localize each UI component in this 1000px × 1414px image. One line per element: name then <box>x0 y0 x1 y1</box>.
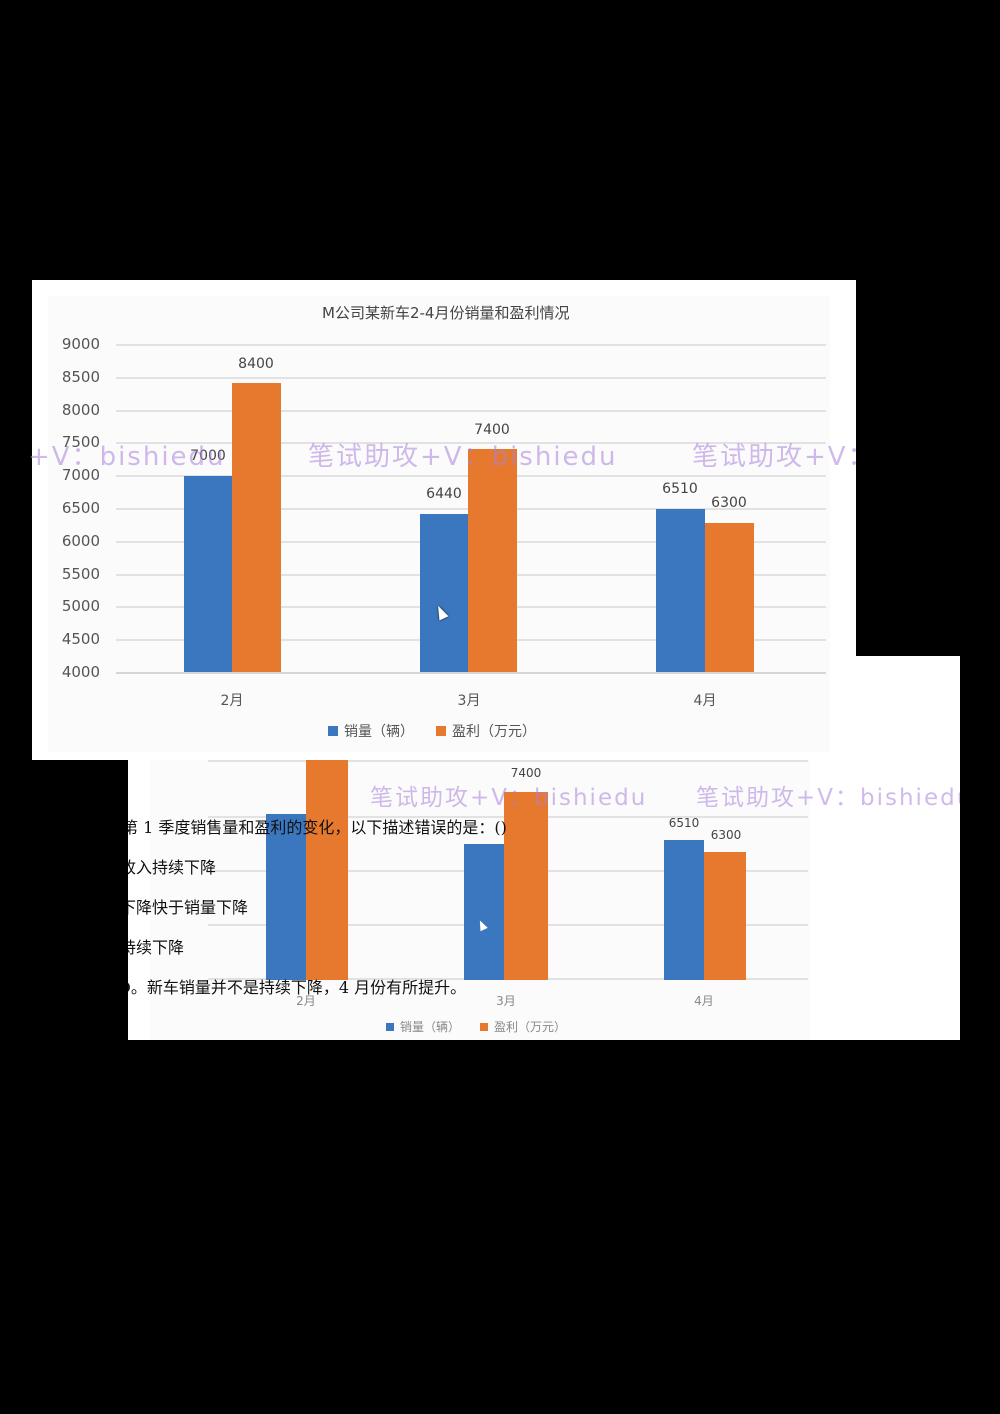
chart-legend: 销量（辆） 盈利（万元） <box>386 1018 566 1035</box>
black-mask-right <box>858 420 1000 480</box>
value-label: 6510 <box>662 481 698 497</box>
bar-sales-mar <box>420 514 468 672</box>
gridline <box>116 377 826 379</box>
legend-label-profit: 盈利（万元） <box>452 724 536 740</box>
bar-profit-mar <box>468 449 517 672</box>
option-d: D。新车销量并不是持续下降，4 月份有所提升。 <box>128 978 467 997</box>
bar-profit-feb <box>232 383 281 672</box>
y-tick: 9000 <box>61 335 100 353</box>
bar-profit-mar <box>504 792 548 980</box>
x-tick: 3月 <box>457 693 481 709</box>
x-tick: 2月 <box>220 693 244 709</box>
lower-chart-panel: 8000 7400 6510 6300 2月 3月 4月 销量（辆） 盈利（万元… <box>128 760 960 1040</box>
upper-chart-panel: M公司某新车2-4月份销量和盈利情况 9000 8500 8000 7500 7… <box>32 280 856 760</box>
gridline <box>208 760 808 762</box>
watermark: 笔试助攻+V：bishiedu <box>696 785 960 811</box>
legend-label-sales: 销量（辆） <box>400 1020 461 1034</box>
y-tick: 7500 <box>61 433 100 451</box>
gridline <box>116 344 826 346</box>
bar-profit-feb <box>306 760 348 980</box>
bar-sales-feb <box>266 814 306 980</box>
x-tick: 4月 <box>693 693 717 709</box>
watermark: +V：bishiedu <box>28 442 226 472</box>
gridline <box>116 410 826 412</box>
bar-sales-apr <box>656 509 705 672</box>
value-label: 7000 <box>190 448 226 464</box>
question-stem: 第 1 季度销售量和盈利的变化，以下描述错误的是：() <box>128 818 507 837</box>
legend-label-profit: 盈利（万元） <box>494 1020 567 1034</box>
chart-legend: 销量（辆） 盈利（万元） <box>328 721 536 741</box>
bar-profit-apr <box>705 523 754 672</box>
x-tick: 3月 <box>496 994 516 1008</box>
bar-sales-apr <box>664 840 704 980</box>
value-label: 6300 <box>710 828 742 842</box>
value-label: 6300 <box>711 495 747 511</box>
gridline <box>116 442 826 444</box>
legend-swatch-sales <box>328 726 338 736</box>
x-tick: 2月 <box>296 994 316 1008</box>
bar-sales-mar <box>464 844 504 980</box>
value-label: 7400 <box>474 422 510 438</box>
legend-label-sales: 销量（辆） <box>344 724 414 740</box>
bar-sales-feb <box>184 476 232 672</box>
value-label: 7400 <box>510 766 542 780</box>
watermark: 笔试助攻+V： <box>692 442 876 472</box>
chart-title: M公司某新车2-4月份销量和盈利情况 <box>322 304 570 322</box>
watermark: 笔试助攻+V：bishiedu <box>370 785 648 811</box>
value-label: 8400 <box>238 356 274 372</box>
option-b: 下降快于销量下降 <box>128 898 249 917</box>
legend-swatch-profit <box>480 1022 489 1031</box>
value-label: 6510 <box>668 816 700 830</box>
y-tick: 7000 <box>61 466 100 484</box>
y-tick: 4500 <box>61 630 100 648</box>
y-tick: 6500 <box>61 499 100 517</box>
y-tick: 5500 <box>61 565 100 583</box>
y-tick: 8000 <box>61 401 100 419</box>
x-tick: 4月 <box>694 994 714 1008</box>
option-c: 持续下降 <box>128 938 185 957</box>
x-axis-line <box>116 672 826 674</box>
legend-swatch-profit <box>436 726 446 736</box>
value-label: 6440 <box>426 486 462 502</box>
y-tick: 8500 <box>61 368 100 386</box>
watermark: 笔试助攻+V：bishiedu <box>308 442 618 472</box>
y-tick: 5000 <box>61 597 100 615</box>
bar-profit-apr <box>704 852 746 980</box>
legend-swatch-sales <box>386 1022 394 1031</box>
y-tick: 8000 <box>136 760 196 763</box>
y-tick: 4000 <box>61 663 100 681</box>
y-tick: 6000 <box>61 532 100 550</box>
option-a: 收入持续下降 <box>128 858 217 877</box>
